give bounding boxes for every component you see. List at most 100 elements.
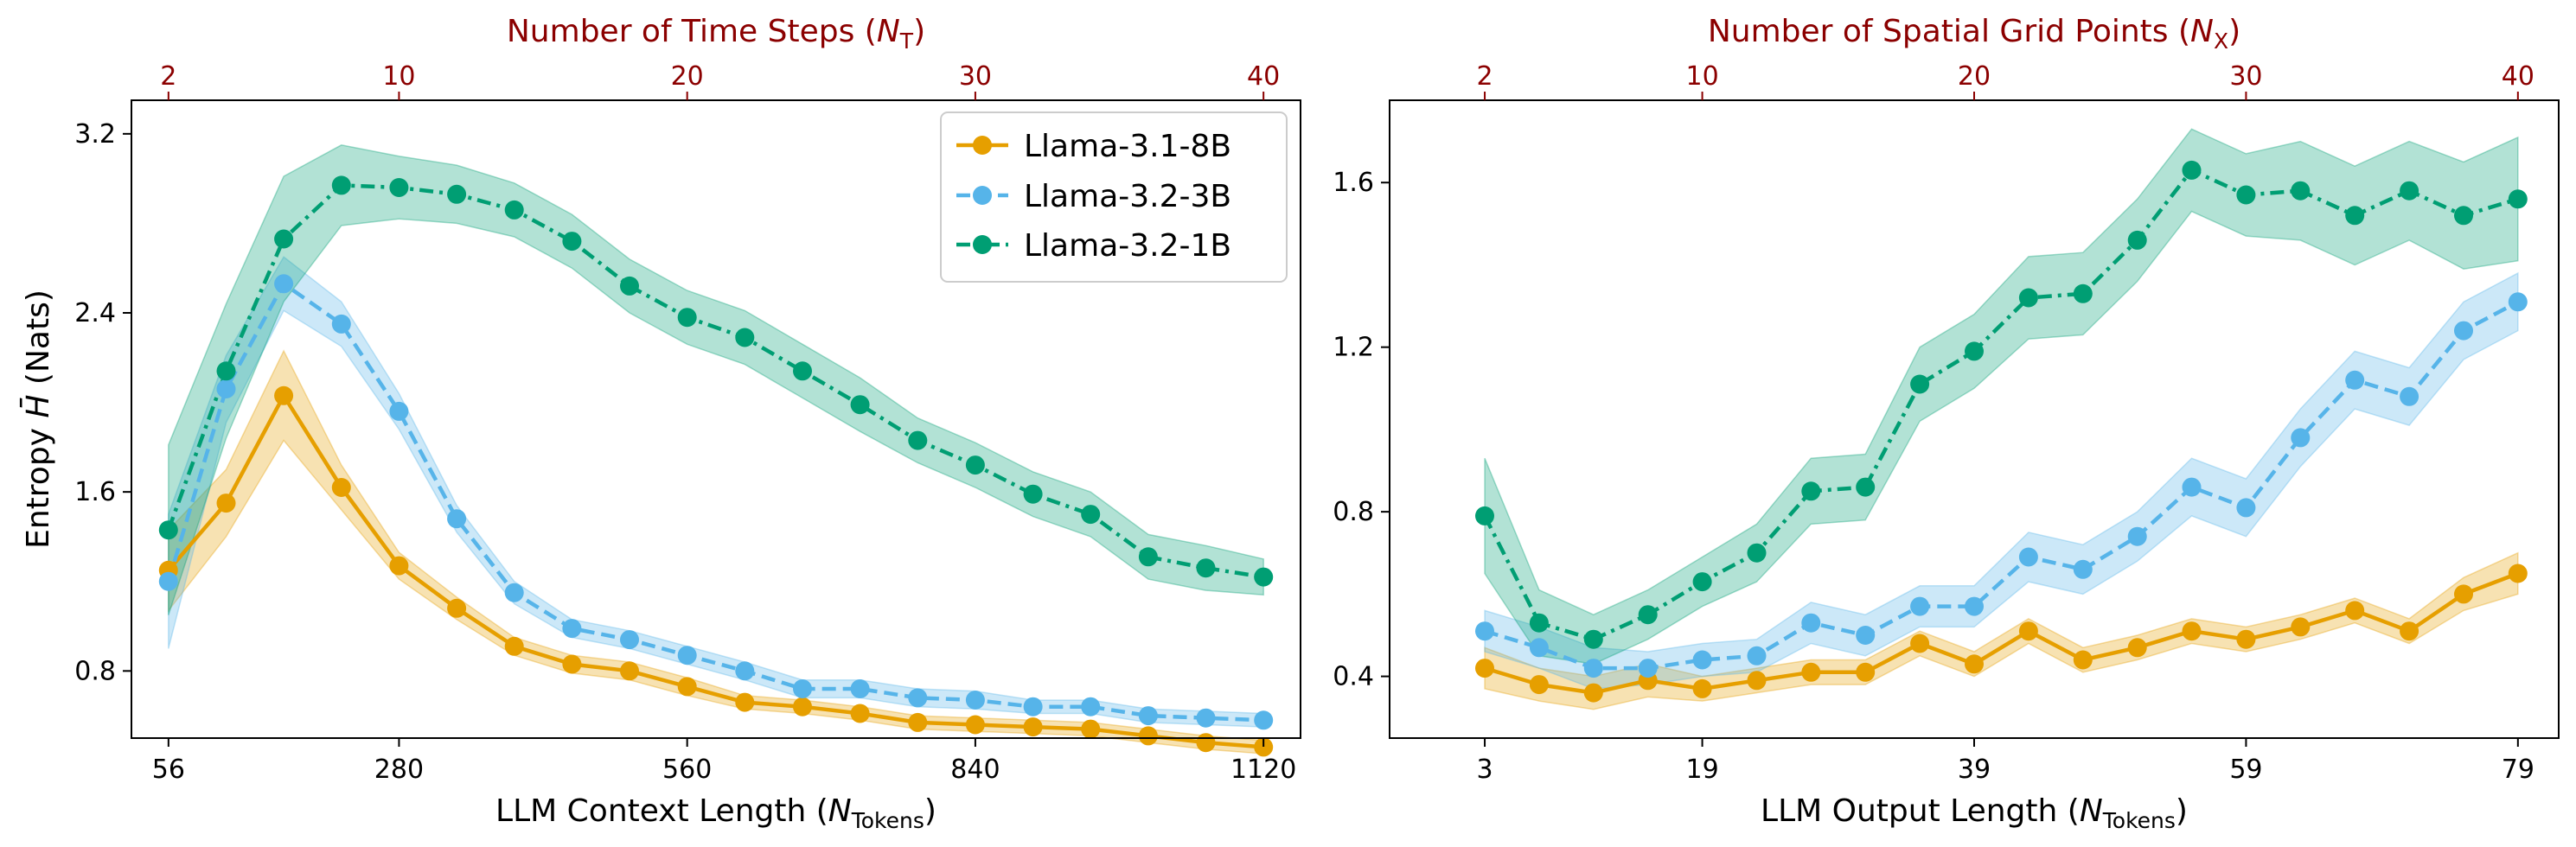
left-point-llama-3-2-3b — [331, 314, 351, 334]
left-point-llama-3-2-3b — [1023, 697, 1043, 716]
left-y-tick-label: 3.2 — [74, 119, 116, 150]
left-point-llama-3-2-1b — [1081, 505, 1101, 525]
left-point-llama-3-1-8b — [504, 636, 524, 656]
right-point-llama-3-2-3b — [2127, 526, 2147, 546]
right-point-llama-3-2-1b — [1910, 374, 1930, 394]
left-point-llama-3-1-8b — [216, 494, 236, 513]
right-point-llama-3-2-1b — [2127, 230, 2147, 250]
right-point-llama-3-2-1b — [2018, 288, 2038, 308]
legend-label-llama-3-2-3b: Llama-3.2-3B — [1024, 179, 1231, 214]
right-point-llama-3-2-3b — [1529, 638, 1549, 658]
left-x-tick-label: 280 — [374, 755, 424, 785]
left-point-llama-3-2-3b — [562, 619, 582, 639]
left-point-llama-3-2-1b — [793, 361, 812, 381]
right-point-llama-3-1-8b — [1583, 683, 1603, 703]
right-band-llama-3-2-3b — [1484, 271, 2519, 690]
right-point-llama-3-2-1b — [1475, 506, 1494, 525]
left-point-llama-3-2-1b — [504, 200, 524, 220]
right-point-llama-3-1-8b — [1529, 675, 1549, 695]
right-point-llama-3-2-1b — [1747, 543, 1767, 563]
left-point-llama-3-2-3b — [620, 630, 639, 650]
left-series-line-llama-3-2-3b — [166, 282, 1264, 723]
right-point-llama-3-1-8b — [1856, 662, 1876, 682]
left-point-llama-3-2-3b — [389, 401, 409, 421]
right-point-llama-3-2-3b — [2236, 498, 2256, 518]
right-point-llama-3-2-3b — [1910, 596, 1930, 616]
left-top-axis-label: Number of Time Steps (NT) — [507, 14, 925, 54]
left-x-tick-label: 56 — [152, 755, 185, 785]
right-point-llama-3-1-8b — [2182, 621, 2202, 641]
left-point-llama-3-2-3b — [908, 688, 928, 708]
right-x-axis-label: LLM Output Length (NTokens) — [1761, 793, 2188, 833]
right-top-tick-label: 20 — [1958, 61, 1991, 92]
left-point-llama-3-1-8b — [447, 598, 467, 618]
left-top-tick-label: 40 — [1247, 61, 1280, 92]
left-top-tick-label: 2 — [160, 61, 176, 92]
right-point-llama-3-2-1b — [2236, 185, 2256, 205]
left-x-axis-label: LLM Context Length (NTokens) — [495, 793, 936, 833]
left-point-llama-3-2-3b — [793, 679, 812, 698]
right-point-llama-3-2-1b — [2400, 181, 2419, 201]
left-point-llama-3-2-3b — [677, 646, 697, 666]
left-point-llama-3-2-1b — [274, 229, 294, 249]
right-y-tick-label: 0.8 — [1333, 497, 1374, 527]
left-point-llama-3-1-8b — [1138, 726, 1158, 746]
right-point-llama-3-1-8b — [2127, 638, 2147, 658]
right-point-llama-3-2-1b — [2345, 206, 2365, 226]
left-point-llama-3-2-1b — [850, 395, 870, 415]
right-point-llama-3-2-3b — [2073, 559, 2093, 579]
left-point-llama-3-2-1b — [1023, 484, 1043, 504]
right-point-llama-3-1-8b — [2454, 584, 2473, 604]
right-point-llama-3-2-3b — [1747, 646, 1767, 666]
left-point-llama-3-2-3b — [1081, 697, 1101, 716]
left-point-llama-3-1-8b — [1023, 717, 1043, 737]
left-band-llama-3-2-1b — [168, 144, 1264, 615]
left-point-llama-3-1-8b — [274, 385, 294, 405]
legend: Llama-3.1-8B Llama-3.2-3B Llama-3.2-1B — [940, 111, 1288, 283]
legend-item-llama-3-2-3b: Llama-3.2-3B — [956, 179, 1231, 214]
legend-item-llama-3-1-8b: Llama-3.1-8B — [956, 129, 1231, 164]
right-point-llama-3-2-1b — [2508, 189, 2528, 209]
right-point-llama-3-2-3b — [2508, 292, 2528, 312]
left-point-llama-3-1-8b — [908, 712, 928, 732]
left-axes-frame — [131, 99, 1301, 739]
legend-box — [940, 111, 1288, 283]
right-point-llama-3-2-1b — [1856, 477, 1876, 497]
right-point-llama-3-2-1b — [1965, 341, 1984, 361]
right-point-llama-3-2-1b — [1529, 613, 1549, 633]
legend-marker-llama-3-1-8b — [973, 136, 992, 155]
left-point-llama-3-2-1b — [620, 276, 639, 296]
left-point-llama-3-2-1b — [1254, 567, 1274, 587]
left-point-llama-3-1-8b — [1254, 737, 1274, 757]
left-top-tick-label: 20 — [671, 61, 704, 92]
legend-label-llama-3-2-1b: Llama-3.2-1B — [1024, 228, 1231, 264]
left-point-llama-3-2-3b — [216, 379, 236, 398]
left-point-llama-3-2-1b — [965, 455, 985, 475]
left-point-llama-3-2-3b — [447, 509, 467, 529]
right-point-llama-3-1-8b — [1965, 654, 1984, 674]
right-top-tick-label: 10 — [1685, 61, 1718, 92]
right-band-llama-3-2-1b — [1484, 128, 2519, 666]
right-x-tick-label: 79 — [2502, 755, 2534, 785]
right-point-llama-3-2-1b — [2073, 283, 2093, 303]
right-point-llama-3-2-3b — [1475, 621, 1494, 641]
right-y-tick-label: 1.2 — [1333, 333, 1374, 363]
right-top-tick-label: 40 — [2502, 61, 2534, 92]
right-point-llama-3-2-1b — [1638, 605, 1658, 625]
right-x-ticks: 3 19 39 59 79 — [1476, 738, 2534, 785]
right-point-llama-3-1-8b — [2073, 650, 2093, 670]
left-point-llama-3-2-1b — [1196, 558, 1216, 578]
right-point-llama-3-2-1b — [2454, 206, 2473, 226]
left-point-llama-3-2-1b — [216, 361, 236, 381]
right-top-tick-label: 2 — [1476, 61, 1493, 92]
right-top-axis-label: Number of Spatial Grid Points (NX) — [1708, 14, 2240, 54]
legend-marker-llama-3-2-3b — [973, 186, 992, 205]
left-point-llama-3-2-3b — [965, 691, 985, 710]
left-y-tick-label: 1.6 — [74, 477, 116, 507]
left-series-line-llama-3-1-8b — [167, 393, 1264, 749]
left-lines — [166, 183, 1264, 749]
left-y-ticks: 0.8 1.6 2.4 3.2 — [74, 119, 131, 686]
right-markers — [1475, 160, 2528, 703]
left-y-tick-label: 2.4 — [74, 298, 116, 328]
right-point-llama-3-2-3b — [1638, 659, 1658, 678]
